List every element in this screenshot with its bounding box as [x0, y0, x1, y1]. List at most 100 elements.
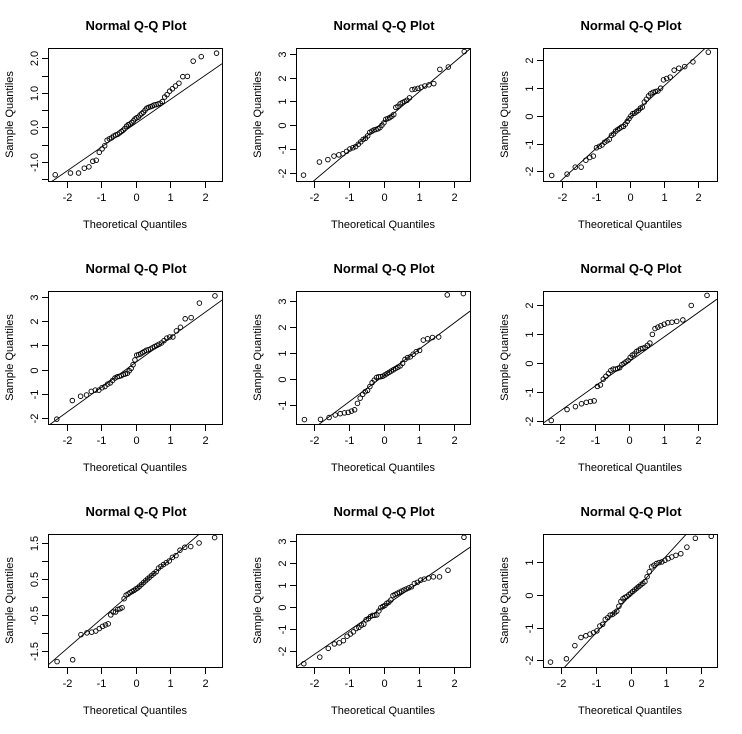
qq-point: [353, 625, 359, 632]
plot-area: [51, 50, 222, 181]
qq-point: [83, 392, 90, 398]
y-axis-label: Sample Quantiles: [4, 557, 16, 644]
qq-point: [606, 136, 613, 143]
y-tick-label: 3: [277, 538, 289, 544]
qq-point: [301, 416, 308, 423]
qq-point: [548, 417, 555, 424]
y-tick-label: -1: [277, 401, 289, 411]
y-tick-label: -1: [524, 140, 536, 150]
qq-point: [572, 403, 579, 410]
y-tick-label: 0: [277, 604, 289, 610]
qq-point: [413, 348, 419, 355]
qq-point: [344, 633, 350, 639]
y-axis-label: Sample Quantiles: [252, 314, 264, 401]
qq-plot-panel-3: Normal Q-Q Plot Theoretical Quantiles Samp…: [495, 0, 742, 243]
qq-point: [692, 535, 699, 542]
qq-plot-panel-8: Normal Q-Q Plot Theoretical Quantiles Samp…: [248, 486, 495, 729]
x-tick-label: 2: [451, 435, 457, 447]
qq-point: [430, 574, 437, 580]
qq-point: [351, 407, 358, 413]
qq-point: [119, 604, 125, 611]
qq-point: [331, 641, 338, 647]
qq-point: [170, 334, 176, 340]
plot-area: [548, 48, 712, 181]
x-tick-label: 0: [133, 192, 139, 204]
y-tick-label: 0: [277, 122, 289, 128]
plot-title: Normal Q-Q Plot: [333, 18, 435, 33]
plot-frame: [296, 534, 471, 668]
qq-point: [406, 585, 412, 591]
y-tick-label: -1: [277, 625, 289, 635]
qq-point: [137, 112, 143, 118]
qq-point: [564, 406, 570, 413]
qq-point: [681, 63, 688, 70]
qq-plot-svg-9: Normal Q-Q Plot Theoretical Quantiles Samp…: [499, 504, 718, 717]
x-tick-label: 1: [661, 192, 667, 204]
qq-point: [364, 387, 371, 394]
qq-point: [591, 398, 597, 404]
y-tick-label: -2: [524, 167, 536, 177]
qq-point: [705, 49, 712, 55]
qq-point: [597, 623, 603, 629]
qq-point: [657, 85, 664, 91]
qq-point: [128, 119, 135, 126]
y-tick-label: 2: [277, 324, 289, 330]
qq-point: [340, 637, 347, 644]
x-axis-label: Theoretical Quantiles: [578, 219, 682, 231]
qq-point: [101, 143, 108, 149]
qq-point: [597, 382, 604, 388]
qq-point: [372, 612, 378, 619]
qq-point: [572, 642, 578, 649]
qq-point: [350, 144, 356, 151]
qq-point: [563, 656, 570, 662]
x-axis-label: Theoretical Quantiles: [578, 462, 682, 474]
qq-point: [184, 73, 191, 80]
plot-frame: [296, 291, 471, 425]
qq-point: [188, 314, 194, 321]
qq-point: [653, 560, 660, 567]
qq-point: [138, 110, 145, 117]
qq-point: [99, 146, 105, 152]
x-tick-label: -2: [63, 678, 73, 690]
qq-point: [572, 164, 579, 170]
qq-point: [391, 111, 397, 118]
plot-area: [301, 291, 470, 424]
qq-point: [658, 322, 664, 329]
qq-point: [317, 654, 323, 660]
qq-point: [182, 316, 188, 322]
y-tick-label: 1: [524, 85, 536, 91]
qq-point: [590, 629, 597, 636]
qq-point: [649, 331, 656, 338]
x-tick-label: 1: [167, 435, 173, 447]
x-tick-label: 2: [698, 678, 704, 690]
qq-plot-svg-8: Normal Q-Q Plot Theoretical Quantiles Samp…: [252, 504, 471, 717]
y-axis-label: Sample Quantiles: [499, 314, 511, 401]
qq-point: [190, 58, 196, 64]
y-axis-label: Sample Quantiles: [499, 71, 511, 158]
x-tick-label: 0: [381, 678, 387, 690]
qq-point: [130, 362, 136, 368]
qq-point: [169, 86, 176, 92]
qq-point: [642, 578, 648, 585]
x-tick-label: 0: [381, 435, 387, 447]
qq-point: [547, 659, 554, 665]
qq-point: [659, 559, 665, 565]
y-tick-label: -1.0: [29, 153, 41, 172]
qq-plot-panel-7: Normal Q-Q Plot Theoretical Quantiles Samp…: [0, 486, 247, 729]
x-tick-label: -1: [592, 192, 602, 204]
x-tick-label: 2: [451, 192, 457, 204]
qq-point: [99, 623, 106, 630]
qq-point: [198, 53, 205, 60]
qq-point: [177, 324, 184, 331]
qq-plot-panel-6: Normal Q-Q Plot Theoretical Quantiles Samp…: [495, 243, 742, 486]
x-tick-label: -1: [97, 435, 107, 447]
qq-point: [336, 640, 343, 646]
qq-point: [676, 65, 682, 71]
qq-point: [173, 328, 180, 334]
y-tick-label: 0: [524, 360, 536, 366]
plot-area: [543, 292, 717, 424]
y-tick-label: 0.5: [29, 572, 41, 587]
x-tick-label: -2: [63, 435, 73, 447]
qq-point: [431, 80, 437, 87]
qq-point: [350, 629, 357, 635]
